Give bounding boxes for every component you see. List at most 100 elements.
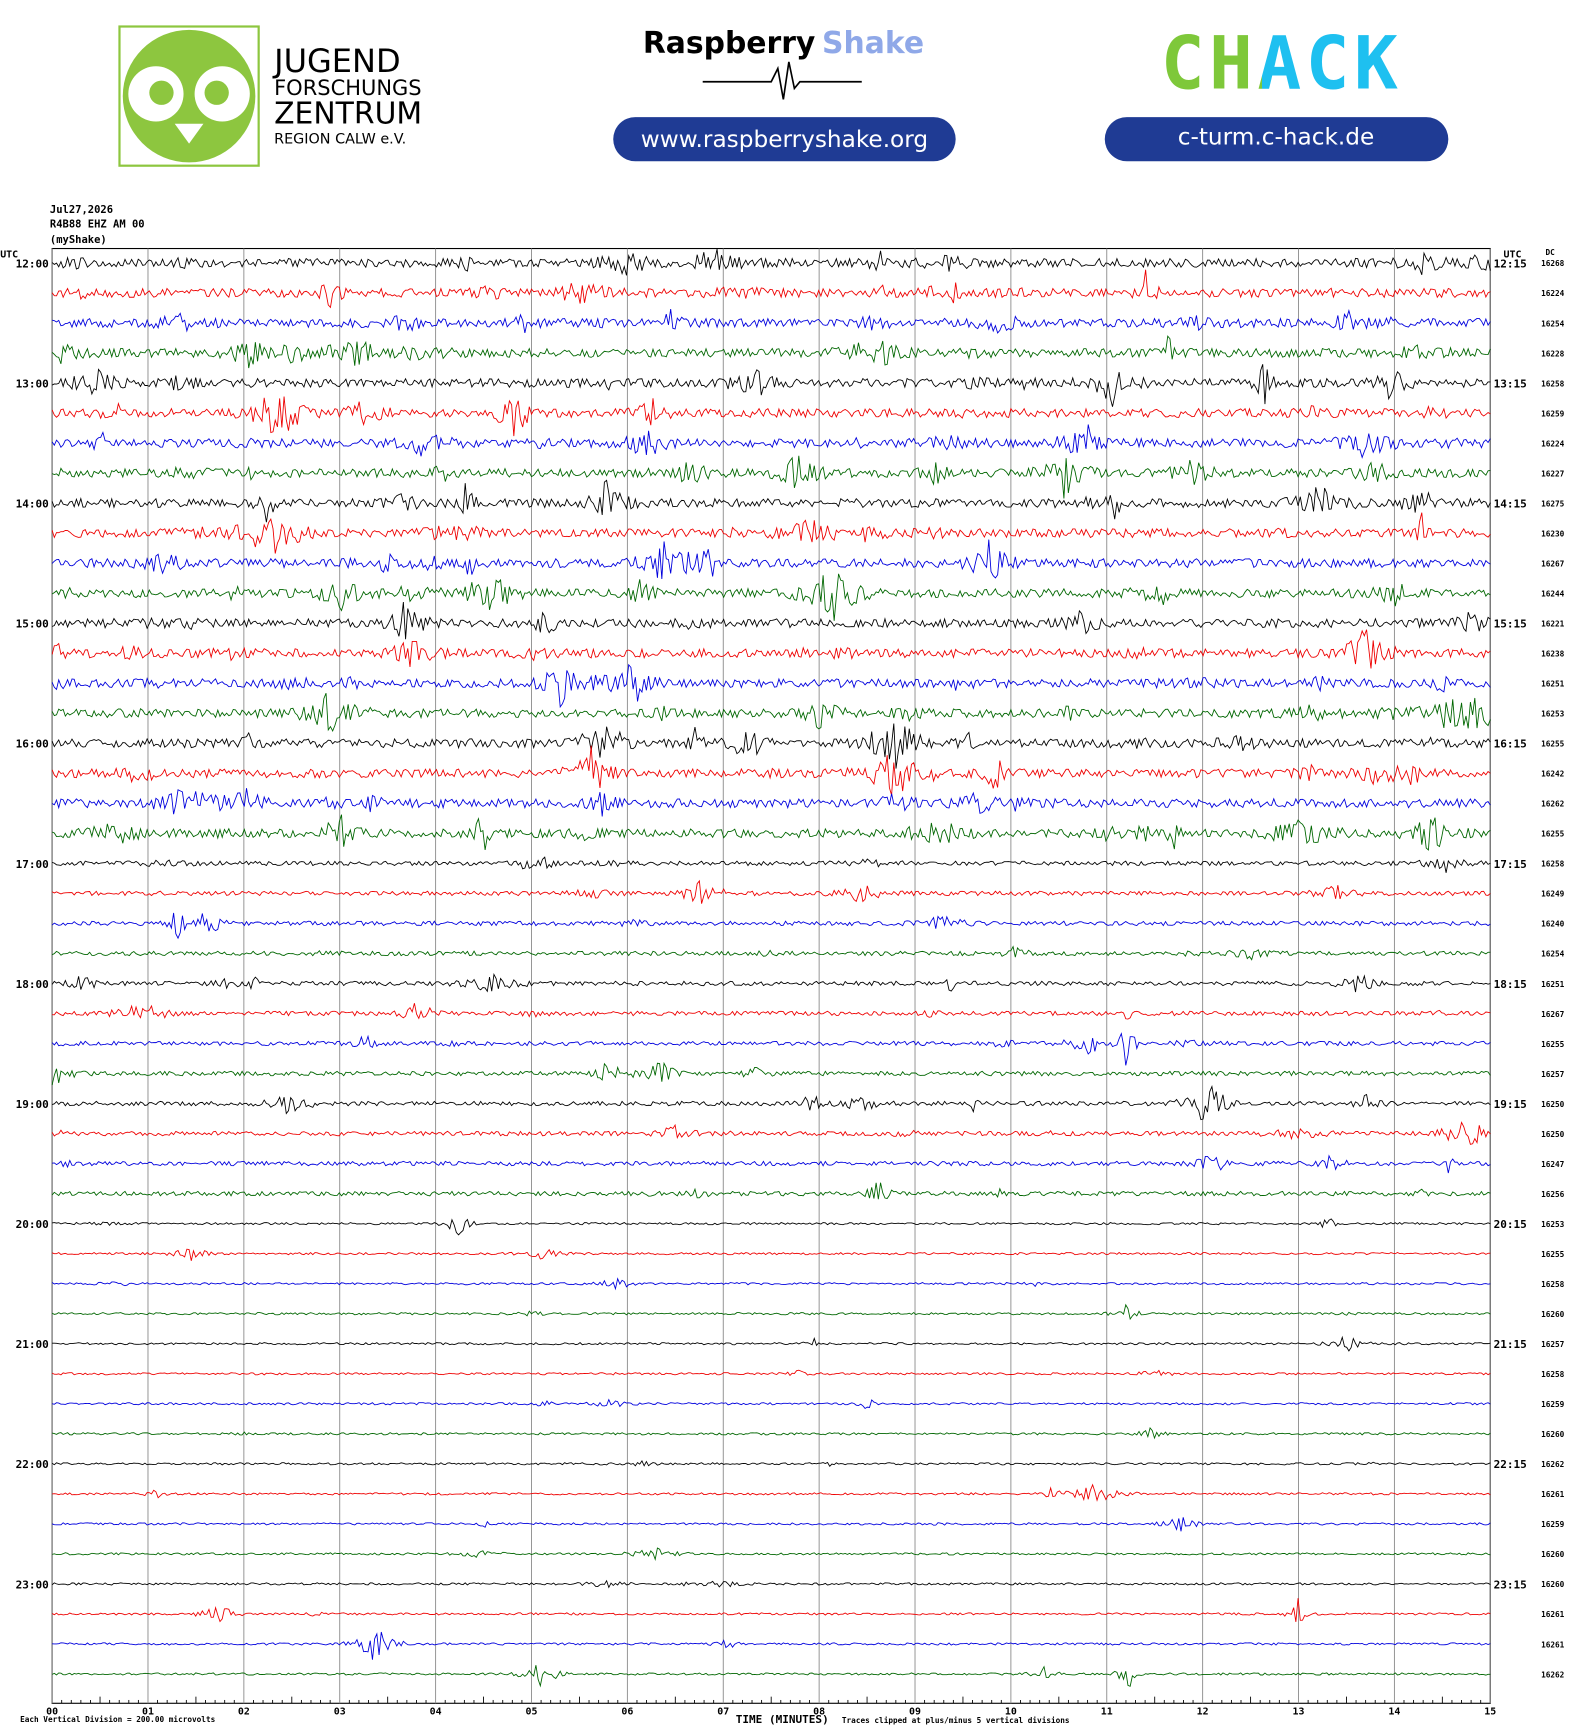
right-time: 17:15 [1494, 858, 1527, 871]
trace [51, 424, 1491, 459]
dc-value: 16254 [1541, 950, 1565, 959]
trace [51, 1085, 1491, 1121]
right-time: 16:15 [1494, 738, 1527, 751]
trace [51, 945, 1491, 961]
dc-value: 16261 [1541, 1610, 1565, 1619]
dc-value: 16255 [1541, 740, 1565, 749]
dc-value: 16260 [1541, 1430, 1565, 1439]
trace [51, 814, 1491, 851]
dc-value: 16255 [1541, 1040, 1565, 1049]
utc-label: UTC [0, 249, 18, 260]
trace [51, 692, 1491, 732]
pill [613, 117, 956, 162]
trace [52, 308, 1491, 334]
trace [52, 1483, 1491, 1502]
x-tick-label: 03 [334, 1706, 346, 1717]
left-time: 17:00 [16, 858, 49, 871]
right-time: 19:15 [1494, 1098, 1527, 1111]
x-tick-label: 02 [238, 1706, 250, 1717]
pill [1104, 117, 1449, 162]
trace [51, 723, 1491, 769]
x-tick-label: 10 [1005, 1706, 1017, 1717]
dc-value: 16262 [1541, 1460, 1564, 1469]
trace [51, 1517, 1491, 1532]
dc-value: 16257 [1541, 1070, 1565, 1079]
trace [52, 1631, 1491, 1660]
dc-value: 16251 [1541, 980, 1565, 989]
dc-value: 16227 [1541, 469, 1565, 478]
dc-value: 16261 [1541, 1640, 1565, 1649]
dc-value: 16268 [1541, 259, 1565, 268]
trace [51, 745, 1491, 796]
dc-value: 16259 [1541, 409, 1565, 418]
right-time: 21:15 [1494, 1338, 1527, 1351]
trace [51, 879, 1491, 904]
dc-value: 16254 [1541, 319, 1565, 328]
x-tick-label: 11 [1101, 1706, 1113, 1717]
jfz-line: FORSCHUNGS [274, 76, 421, 100]
trace [51, 479, 1491, 523]
chack-url: c-turm.c-hack.de [1178, 124, 1375, 151]
rs-wave [702, 61, 862, 100]
trace [51, 1248, 1491, 1261]
trace [51, 248, 1491, 276]
dc-value: 16253 [1541, 710, 1565, 719]
trace [51, 269, 1491, 309]
dc-value: 16259 [1541, 1520, 1565, 1529]
right-time: 12:15 [1494, 257, 1527, 270]
trace [52, 1218, 1491, 1236]
left-time: 20:00 [16, 1218, 49, 1231]
trace [51, 1369, 1491, 1377]
plot-frame [51, 247, 1491, 1704]
trace [51, 364, 1491, 407]
dc-value: 16255 [1541, 830, 1565, 839]
right-time: 23:15 [1494, 1578, 1527, 1591]
trace [51, 629, 1491, 669]
scale-note: Each Vertical Division = 200.00 microvol… [20, 1715, 216, 1724]
left-time: 14:00 [16, 497, 49, 510]
rs-name: Raspberry [643, 26, 816, 61]
left-time: 23:00 [16, 1578, 49, 1591]
x-tick-label: 05 [526, 1706, 538, 1717]
trace [51, 539, 1491, 579]
dc-value: 16251 [1541, 680, 1565, 689]
trace [51, 788, 1491, 817]
jfz-line: JUGEND [272, 42, 401, 80]
left-time: 16:00 [16, 738, 49, 751]
right-time: 22:15 [1494, 1458, 1527, 1471]
trace [52, 1003, 1491, 1020]
left-time: 18:00 [16, 978, 49, 991]
left-time: 22:00 [16, 1458, 49, 1471]
dc-value: 16258 [1541, 379, 1565, 388]
dc-value: 16221 [1541, 619, 1565, 628]
trace [52, 1426, 1491, 1440]
dc-value: 16242 [1541, 770, 1564, 779]
dc-value: 16267 [1541, 1010, 1565, 1019]
trace [51, 1032, 1491, 1066]
dc-value: 16224 [1541, 439, 1565, 448]
right-time: 13:15 [1494, 377, 1527, 390]
dc-value: 16238 [1541, 650, 1565, 659]
dc-value: 16230 [1541, 529, 1565, 538]
trace [51, 1665, 1491, 1688]
trace [51, 1303, 1491, 1321]
trace [51, 573, 1491, 621]
dc-label: DC [1546, 248, 1556, 257]
left-time: 19:00 [16, 1098, 49, 1111]
trace [51, 1598, 1491, 1623]
rs-url: www.raspberryshake.org [641, 126, 928, 153]
dc-value: 16258 [1541, 860, 1565, 869]
x-tick-label: 12 [1197, 1706, 1209, 1717]
dc-value: 16250 [1541, 1130, 1565, 1139]
utc-label: UTC [1504, 249, 1522, 260]
right-time: 14:15 [1494, 497, 1527, 510]
info: Jul27,2026 [50, 204, 113, 216]
dc-value: 16267 [1541, 559, 1565, 568]
right-time: 20:15 [1494, 1218, 1527, 1231]
trace [51, 396, 1491, 437]
trace [51, 1579, 1491, 1589]
trace [51, 512, 1491, 554]
dc-value: 16261 [1541, 1490, 1565, 1499]
x-tick-label: 04 [430, 1706, 442, 1717]
